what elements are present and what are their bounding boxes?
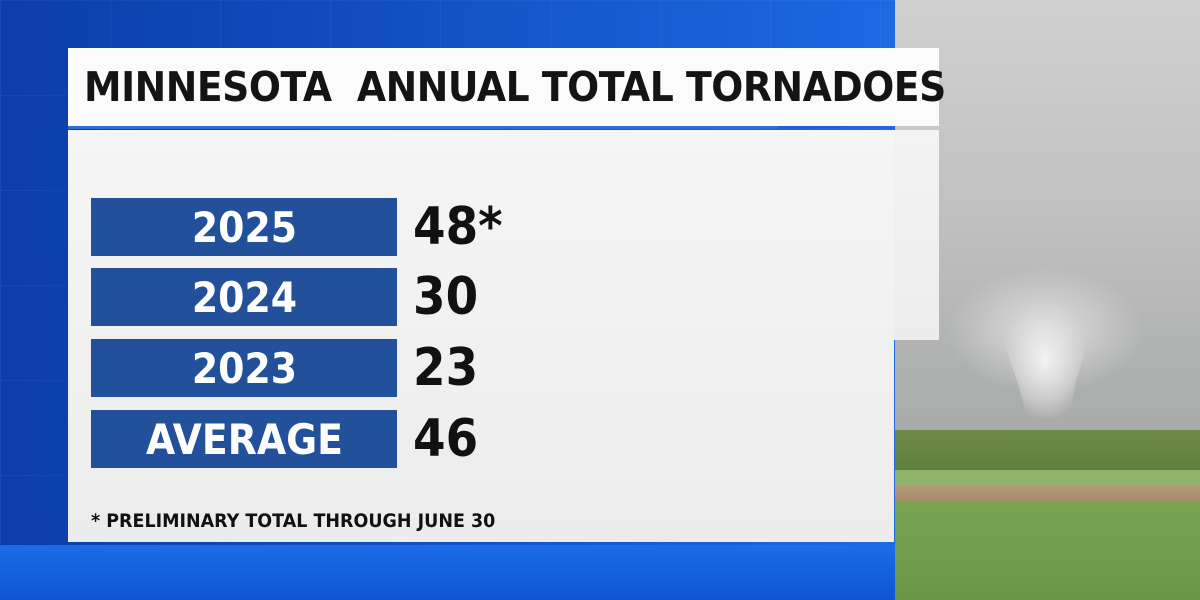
row-value: 46 bbox=[413, 409, 479, 469]
photo-road bbox=[895, 485, 1200, 501]
row-label: 2023 bbox=[191, 343, 297, 393]
row-label: 2025 bbox=[191, 202, 297, 252]
card-extension bbox=[894, 130, 939, 340]
row-2024: 2024 30 bbox=[91, 267, 485, 327]
photo-far-field bbox=[895, 470, 1200, 485]
row-label-box: AVERAGE bbox=[91, 410, 397, 468]
row-label-box: 2023 bbox=[91, 339, 397, 397]
row-value: 30 bbox=[413, 267, 479, 327]
row-label-box: 2025 bbox=[91, 198, 397, 256]
row-value: 23 bbox=[413, 338, 479, 398]
row-average: AVERAGE 46 bbox=[91, 409, 485, 469]
row-value: 48* bbox=[413, 197, 503, 257]
footnote: * PRELIMINARY TOTAL THROUGH JUNE 30 bbox=[91, 510, 496, 532]
row-label: AVERAGE bbox=[145, 414, 343, 464]
row-label-box: 2024 bbox=[91, 268, 397, 326]
photo-field bbox=[895, 501, 1200, 600]
tornado-photo bbox=[895, 0, 1200, 600]
data-card bbox=[68, 130, 894, 542]
row-2023: 2023 23 bbox=[91, 338, 485, 398]
title-bar: MINNESOTA ANNUAL TOTAL TORNADOES bbox=[68, 48, 946, 126]
row-2025: 2025 48* bbox=[91, 197, 513, 257]
background-bottom-strip bbox=[0, 545, 940, 600]
title-underline bbox=[68, 126, 778, 129]
photo-treeline bbox=[895, 430, 1200, 475]
row-label: 2024 bbox=[191, 272, 297, 322]
page-title: MINNESOTA ANNUAL TOTAL TORNADOES bbox=[84, 63, 946, 111]
